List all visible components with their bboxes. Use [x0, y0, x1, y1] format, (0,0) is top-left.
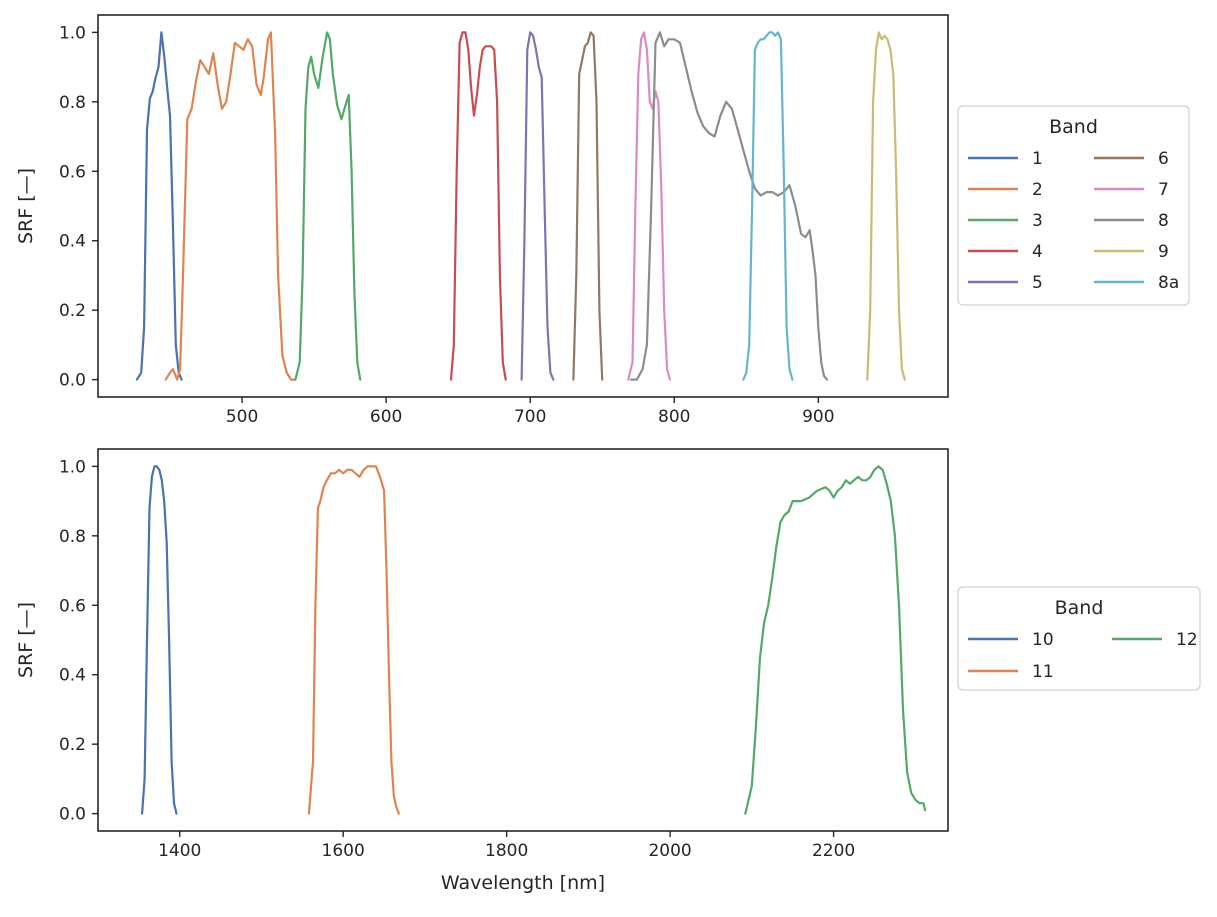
chart-0-y-tick-label: 0.2: [59, 301, 86, 321]
chart-0-y-tick-label: 0.0: [59, 371, 86, 391]
chart-1-series-line-band-11: [307, 465, 400, 815]
chart-1-legend-label-band-10: 10: [1032, 630, 1054, 650]
chart-1-x-tick-label: 1800: [485, 841, 528, 861]
chart-1-legend-title: Band: [1055, 597, 1104, 619]
chart-0-series-line-band-7: [627, 31, 671, 381]
chart-0-series-line-band-6: [572, 31, 604, 381]
chart-0-legend: Band 1 2 3 4 5 6 7 8 9 8a: [957, 105, 1190, 306]
chart-0-y-axis-label: SRF [—]: [15, 168, 37, 244]
chart-0-x-tick-label: 500: [226, 407, 258, 427]
chart-1-y-tick-label: 0.6: [59, 596, 86, 616]
chart-0-y-tick-label: 0.4: [59, 232, 86, 252]
chart-0-legend-label-band-2: 2: [1032, 180, 1043, 200]
chart-1-x-tick-label: 1600: [322, 841, 365, 861]
chart-0-y-tick-label: 1.0: [59, 23, 86, 43]
chart-0-y-tick-label: 0.6: [59, 162, 86, 182]
chart-0-series-line-band-2: [164, 31, 297, 381]
chart-1-y-tick-label: 0.8: [59, 527, 86, 547]
chart-0-x-tick-label: 600: [370, 407, 402, 427]
chart-0-series-line-band-4: [449, 31, 507, 381]
chart-0-series-line-band-9: [866, 31, 906, 381]
chart-0-legend-label-band-3: 3: [1032, 211, 1043, 231]
chart-1-y-tick-label: 0.4: [59, 666, 86, 686]
chart-0-legend-label-band-8: 8: [1158, 211, 1169, 231]
chart-0-legend-label-band-1: 1: [1032, 149, 1043, 169]
chart-1-x-tick-label: 2200: [812, 841, 855, 861]
chart-1-legend-label-band-12: 12: [1176, 630, 1198, 650]
chart-1-axes-frame: [97, 448, 949, 832]
chart-1-legend-label-band-11: 11: [1032, 662, 1054, 682]
chart-1-legend-box: [957, 586, 1201, 691]
chart-0-y-tick-label: 0.8: [59, 93, 86, 113]
chart-0-series-line-band-1: [135, 31, 183, 381]
top-subplot: 500 600 700 800 900 0.0 0.2 0.4 0.6 0.8 1.0 SRF [—]…: [15, 14, 1190, 427]
chart-1-y-axis-label: SRF [—]: [15, 602, 37, 678]
chart-0-legend-label-band-9: 9: [1158, 242, 1169, 262]
chart-0-axes-frame: [97, 14, 949, 398]
chart-0-x-tick-label: 700: [514, 407, 546, 427]
chart-1-series-line-band-12: [744, 465, 927, 815]
chart-0-x-tick-label: 900: [802, 407, 834, 427]
chart-0-series-line-band-8a: [742, 31, 794, 381]
chart-0-legend-label-band-4: 4: [1032, 242, 1043, 262]
chart-0-series-line-band-5: [520, 31, 555, 381]
chart-1-y-tick-label: 0.2: [59, 735, 86, 755]
chart-1-x-tick-label: 1400: [158, 841, 201, 861]
chart-0-series-line-band-3: [294, 31, 362, 381]
chart-0-legend-title: Band: [1049, 116, 1098, 138]
chart-1-y-tick-label: 1.0: [59, 457, 86, 477]
chart-1-x-axis-label: Wavelength [nm]: [441, 872, 605, 894]
chart-0-legend-label-band-6: 6: [1158, 149, 1169, 169]
chart-1-series-line-band-10: [141, 465, 178, 815]
chart-0-x-tick-label: 800: [658, 407, 690, 427]
chart-0-legend-label-band-8a: 8a: [1158, 273, 1179, 293]
chart-0-legend-label-band-7: 7: [1158, 180, 1169, 200]
bottom-subplot: 1400 1600 1800 2000 2200 0.0 0.2 0.4 0.6 0.8 1.0 SR…: [15, 448, 1201, 894]
chart-0-legend-label-band-5: 5: [1032, 273, 1043, 293]
chart-0-series-line-band-8: [630, 31, 829, 381]
chart-0-legend-box: [957, 105, 1190, 306]
chart-1-y-tick-label: 0.0: [59, 805, 86, 825]
chart-1-x-tick-label: 2000: [648, 841, 691, 861]
